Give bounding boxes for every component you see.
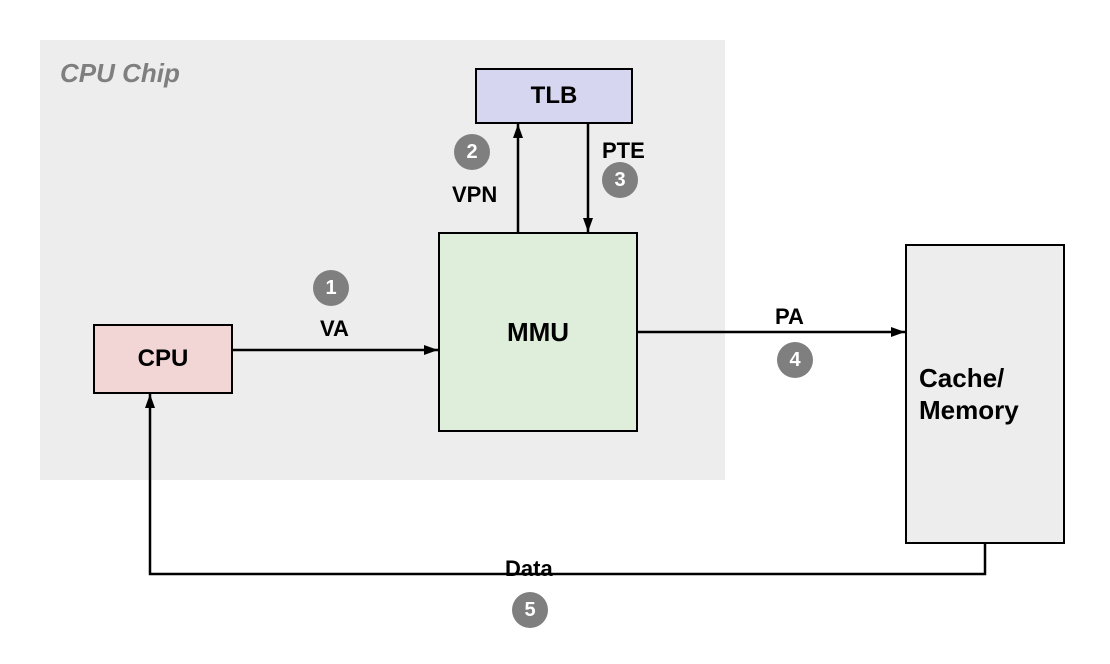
edge-label-vpn: VPN bbox=[452, 182, 497, 208]
step-badge-2: 2 bbox=[454, 134, 490, 170]
cpu-block-label: CPU bbox=[138, 345, 189, 373]
edge-label-va: VA bbox=[320, 316, 349, 342]
cpu-chip-label: CPU Chip bbox=[60, 58, 180, 89]
tlb-block: TLB bbox=[475, 68, 633, 124]
cpu-block: CPU bbox=[93, 324, 233, 394]
cache-block-label: Cache/ Memory bbox=[907, 362, 1063, 427]
edge-label-pte: PTE bbox=[602, 138, 645, 164]
tlb-block-label: TLB bbox=[531, 82, 578, 110]
edge-label-pa: PA bbox=[775, 304, 804, 330]
step-badge-1: 1 bbox=[313, 270, 349, 306]
mmu-block-label: MMU bbox=[507, 317, 569, 348]
step-badge-5: 5 bbox=[512, 592, 548, 628]
cache-block: Cache/ Memory bbox=[905, 244, 1065, 544]
step-badge-3: 3 bbox=[602, 162, 638, 198]
step-badge-4: 4 bbox=[777, 342, 813, 378]
edge-label-data: Data bbox=[505, 556, 553, 582]
mmu-block: MMU bbox=[438, 232, 638, 432]
